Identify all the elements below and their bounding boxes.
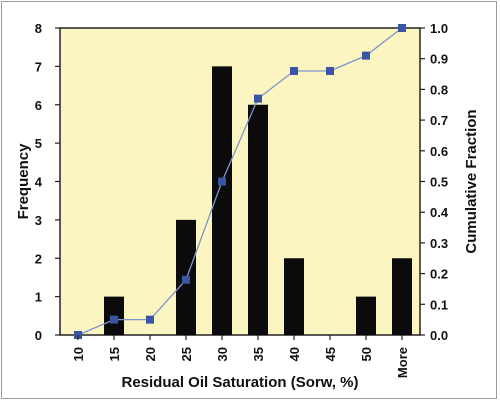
right-tick-label: 0.1: [430, 297, 448, 312]
x-tick-label: 35: [251, 347, 266, 361]
cumulative-point-25: [182, 275, 190, 284]
left-tick-label: 6: [35, 98, 42, 113]
x-tick-label: 20: [143, 347, 158, 361]
bar-More: [392, 258, 412, 335]
cumulative-point-45: [326, 66, 334, 75]
right-tick-label: 1.0: [430, 21, 448, 36]
cumulative-line-group: [74, 24, 406, 339]
left-tick-label: 7: [35, 59, 42, 74]
right-tick-label: 0.9: [430, 52, 448, 67]
right-tick-label: 0.2: [430, 267, 448, 282]
bar-40: [284, 258, 304, 335]
right-tick-label: 0.5: [430, 175, 448, 190]
cumulative-point-35: [254, 94, 262, 103]
x-tick-label: 45: [323, 347, 338, 361]
x-tick-label: More: [395, 347, 410, 378]
cumulative-point-50: [362, 51, 370, 60]
right-tick-label: 0.4: [430, 205, 449, 220]
x-tick-label: 30: [215, 347, 230, 361]
x-tick-label: 40: [287, 347, 302, 361]
x-tick-label: 10: [71, 347, 86, 361]
left-tick-label: 8: [35, 21, 42, 36]
left-tick-label: 4: [35, 175, 43, 190]
bar-50: [356, 296, 376, 335]
cumulative-line: [77, 27, 403, 336]
bar-35: [248, 104, 268, 335]
bars-group: [104, 66, 412, 335]
cumulative-point-15: [110, 315, 118, 324]
right-tick-label: 0.7: [430, 113, 448, 128]
cumulative-point-40: [290, 66, 298, 75]
cumulative-point-More: [398, 24, 406, 32]
x-tick-label: 15: [107, 347, 122, 361]
cumulative-point-20: [146, 315, 154, 324]
bar-30: [212, 66, 232, 335]
left-tick-label: 1: [35, 290, 42, 305]
left-tick-label: 3: [35, 213, 42, 228]
x-axis-ticks: 10 15 20 25 30 35 40 45 50 More: [71, 335, 410, 378]
plot-area: [59, 27, 421, 336]
x-tick-label: 50: [359, 347, 374, 361]
x-tick-label: 25: [179, 347, 194, 361]
x-axis-title: Residual Oil Saturation (Sorw, %): [122, 374, 359, 391]
right-tick-label: 0.0: [430, 328, 448, 343]
left-tick-label: 0: [35, 328, 42, 343]
right-axis-ticks: 0.0 0.1 0.2 0.3 0.4 0.5 0.6 0.7 0.8 0.9 1.0: [420, 21, 449, 343]
left-tick-label: 2: [35, 251, 42, 266]
cumulative-point-30: [218, 177, 226, 186]
left-tick-label: 5: [35, 136, 42, 151]
right-tick-label: 0.8: [430, 82, 448, 97]
y-axis-title: Frequency: [15, 143, 32, 220]
right-tick-label: 0.3: [430, 236, 448, 251]
left-axis-ticks: 0 1 2 3 4 5 6 7 8: [35, 21, 60, 343]
right-tick-label: 0.6: [430, 144, 448, 159]
y2-axis-title: Cumulative Fraction: [463, 109, 480, 253]
